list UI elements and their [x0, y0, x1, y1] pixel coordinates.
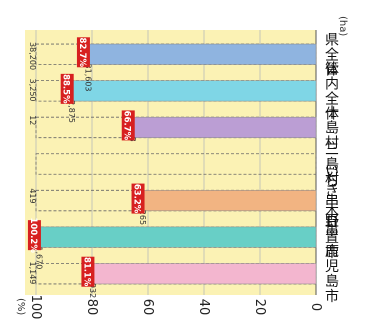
- category-label-char: 村: [325, 135, 339, 151]
- bar: [138, 190, 317, 212]
- category-label-char: 体: [325, 106, 339, 122]
- category-label-char: 島: [325, 157, 339, 173]
- value-unit: (ha): [337, 16, 348, 36]
- category-label-char: 市: [325, 223, 339, 240]
- plot-background: [25, 30, 316, 295]
- capacity-label: 3,250: [28, 79, 37, 102]
- category-label-char: 野: [325, 214, 339, 230]
- bar: [67, 80, 317, 102]
- percent-label: 66.7%: [122, 111, 132, 141]
- actual-label: 2,875: [67, 100, 76, 123]
- y-tick-label: 80: [84, 299, 99, 316]
- percent-label-box: [81, 256, 95, 287]
- percent-label: 63.2%: [132, 184, 142, 214]
- bar: [84, 43, 317, 65]
- percent-label: 88.5%: [61, 74, 71, 104]
- percent-label-box: [121, 110, 135, 141]
- category-label-char: 市: [325, 288, 339, 305]
- category-label-char: 体: [325, 62, 339, 78]
- category-label-char: 日: [325, 215, 339, 231]
- category-label-char: 三: [325, 142, 339, 158]
- category-label-char: 県: [325, 32, 339, 48]
- y-axis-ticks: 0 20 40 60 80 100: [28, 295, 323, 320]
- actual-label: 31,603: [83, 64, 92, 92]
- category-label-char: 鹿: [325, 243, 339, 260]
- percent-label-box: [60, 73, 74, 104]
- y-tick-label: 0: [308, 303, 323, 311]
- category-label-char: ち: [325, 174, 339, 190]
- actual-label: 265: [138, 210, 147, 225]
- capacity-label: 38,200: [28, 42, 37, 70]
- category-label-char: 串: [325, 194, 339, 210]
- bar: [88, 263, 317, 285]
- capacity-outline: [35, 153, 317, 175]
- y-tick-label: 60: [140, 299, 155, 316]
- capacity-label: 12: [28, 115, 37, 125]
- bars: 1,14993281.1%1,6661,670100.2%41926563.2%…: [27, 37, 317, 298]
- category-label-char: 児: [325, 259, 339, 275]
- category-label-char: 市: [325, 244, 339, 261]
- percent-label: 81.1%: [81, 257, 91, 287]
- percent-label-box: [76, 37, 90, 68]
- percent-label: 100.2%: [28, 217, 38, 253]
- bar: [128, 116, 317, 138]
- y-tick-label: 20: [252, 299, 267, 316]
- capacity-label: 419: [28, 188, 37, 203]
- category-label-char: き: [325, 184, 339, 200]
- percent-label-box: [27, 220, 41, 251]
- capacity-label: 1,149: [28, 261, 37, 284]
- category-label-char: 十: [325, 105, 339, 121]
- category-label-char: 島: [325, 120, 339, 136]
- category-label-char: 木: [325, 204, 339, 220]
- category-label-char: 全: [325, 46, 339, 63]
- category-label-char: い: [325, 164, 339, 180]
- category-label-char: 島: [325, 274, 339, 290]
- percent-label-box: [131, 183, 145, 214]
- category-label-char: 置: [325, 230, 339, 246]
- actual-label: 932: [88, 283, 97, 298]
- category-label-char: 管: [325, 61, 339, 77]
- category-label-char: 全: [325, 90, 339, 107]
- y-axis-unit: (%): [15, 298, 26, 315]
- category-label-char: 村: [325, 172, 339, 188]
- percent-label: 82.7%: [77, 38, 87, 68]
- category-label-char: 内: [325, 76, 339, 92]
- bar: [35, 226, 317, 248]
- y-tick-label: 100: [28, 295, 43, 320]
- actual-label: 1,670: [34, 246, 43, 269]
- y-tick-label: 40: [196, 299, 211, 316]
